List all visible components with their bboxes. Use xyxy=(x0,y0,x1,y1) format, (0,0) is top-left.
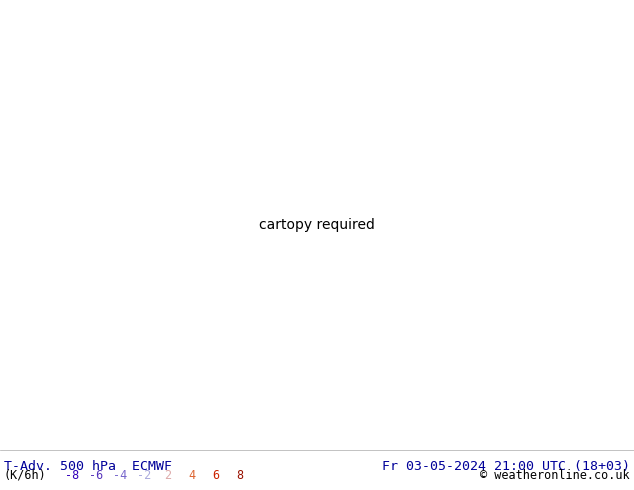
Text: 8: 8 xyxy=(236,469,243,482)
Text: (K/6h): (K/6h) xyxy=(4,469,47,482)
Text: 4: 4 xyxy=(188,469,195,482)
Text: T-Adv. 500 hPa  ECMWF: T-Adv. 500 hPa ECMWF xyxy=(4,460,172,473)
Text: -2: -2 xyxy=(137,469,151,482)
Text: cartopy required: cartopy required xyxy=(259,218,375,232)
Text: 2: 2 xyxy=(164,469,172,482)
Text: -8: -8 xyxy=(65,469,79,482)
Text: © weatheronline.co.uk: © weatheronline.co.uk xyxy=(481,469,630,482)
Text: Fr 03-05-2024 21:00 UTC (18+03): Fr 03-05-2024 21:00 UTC (18+03) xyxy=(382,460,630,473)
Text: -4: -4 xyxy=(113,469,127,482)
Text: 6: 6 xyxy=(212,469,219,482)
Text: -6: -6 xyxy=(89,469,103,482)
